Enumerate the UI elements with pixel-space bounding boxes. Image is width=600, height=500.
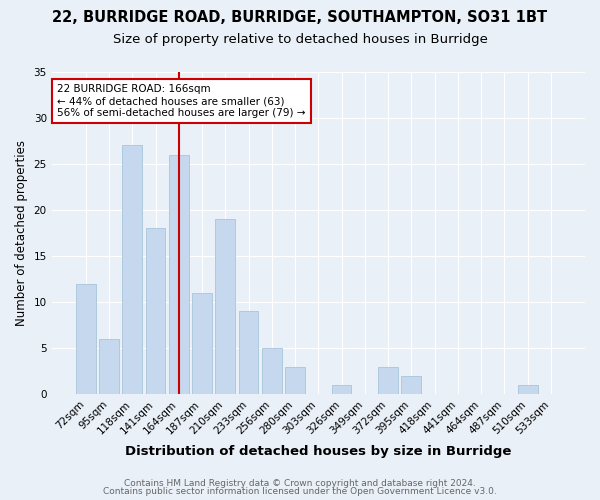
Bar xyxy=(332,385,352,394)
Bar xyxy=(215,219,235,394)
Bar xyxy=(239,312,259,394)
Bar xyxy=(285,367,305,394)
Bar xyxy=(99,339,119,394)
Bar xyxy=(122,146,142,394)
Text: Contains public sector information licensed under the Open Government Licence v3: Contains public sector information licen… xyxy=(103,487,497,496)
Text: Size of property relative to detached houses in Burridge: Size of property relative to detached ho… xyxy=(113,32,487,46)
Y-axis label: Number of detached properties: Number of detached properties xyxy=(15,140,28,326)
X-axis label: Distribution of detached houses by size in Burridge: Distribution of detached houses by size … xyxy=(125,444,512,458)
Text: 22 BURRIDGE ROAD: 166sqm
← 44% of detached houses are smaller (63)
56% of semi-d: 22 BURRIDGE ROAD: 166sqm ← 44% of detach… xyxy=(57,84,305,117)
Text: Contains HM Land Registry data © Crown copyright and database right 2024.: Contains HM Land Registry data © Crown c… xyxy=(124,478,476,488)
Bar xyxy=(192,293,212,394)
Text: 22, BURRIDGE ROAD, BURRIDGE, SOUTHAMPTON, SO31 1BT: 22, BURRIDGE ROAD, BURRIDGE, SOUTHAMPTON… xyxy=(52,10,548,25)
Bar xyxy=(262,348,282,395)
Bar xyxy=(378,367,398,394)
Bar xyxy=(518,385,538,394)
Bar xyxy=(76,284,95,395)
Bar xyxy=(146,228,166,394)
Bar xyxy=(169,154,188,394)
Bar xyxy=(401,376,421,394)
